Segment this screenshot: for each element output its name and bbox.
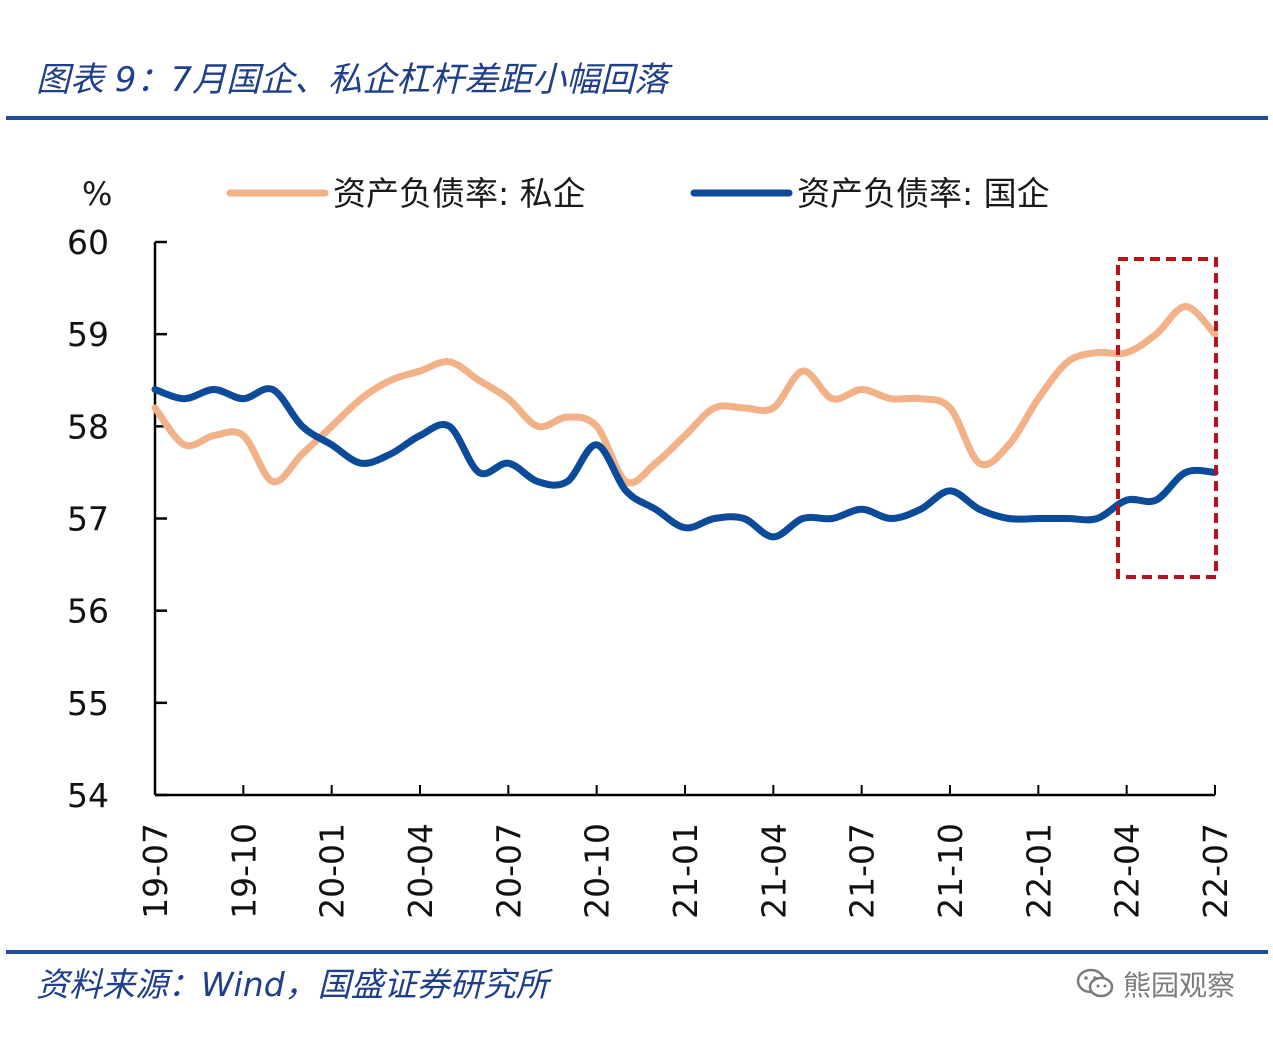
y-tick-label: 58 — [67, 407, 109, 446]
legend-label-private: 资产负债率: 私企 — [333, 174, 586, 213]
source-rule — [6, 950, 1268, 954]
y-tick-label: 56 — [67, 592, 109, 631]
title-rule — [6, 116, 1268, 120]
line-chart: 资产负债率: 私企 资产负债率: 国企 % 54 55 56 57 58 59 60 19-0… — [67, 174, 1235, 919]
legend-label-state: 资产负债率: 国企 — [797, 174, 1050, 213]
y-tick-label: 54 — [67, 776, 109, 815]
watermark: 熊园观察 — [1075, 964, 1235, 1004]
series-line-private — [151, 303, 1219, 487]
watermark-text: 熊园观察 — [1122, 969, 1235, 1002]
legend[interactable]: 资产负债率: 私企 资产负债率: 国企 — [226, 174, 1050, 213]
x-tick-label: 22-01 — [1019, 823, 1058, 919]
x-tick-label: 20-01 — [313, 823, 352, 919]
x-tick-label: 21-01 — [666, 823, 705, 919]
x-tick-label: 22-07 — [1196, 823, 1235, 919]
chart-title: 图表 9：7月国企、私企杠杆差距小幅回落 — [36, 60, 669, 100]
y-tick-label: 59 — [67, 315, 109, 354]
y-tick-label: 57 — [67, 500, 109, 539]
x-tick-label: 21-07 — [843, 823, 882, 919]
x-tick-label: 20-07 — [489, 823, 528, 919]
x-tick-label: 20-04 — [401, 823, 440, 919]
x-tick-label: 19-10 — [224, 823, 263, 919]
highlight-box — [1116, 257, 1218, 579]
x-tick-label: 22-04 — [1108, 823, 1147, 919]
source-note: 资料来源：Wind，国盛证券研究所 — [36, 965, 549, 1004]
series-layer — [151, 303, 1219, 541]
y-tick-label: 55 — [67, 684, 109, 723]
wechat-icon — [1076, 968, 1114, 998]
axes: 54 55 56 57 58 59 60 19-07 19-10 20-01 20-04 20-07 2… — [67, 223, 1235, 919]
series-line-state — [151, 385, 1219, 541]
y-axis-unit: % — [82, 175, 112, 213]
x-tick-label: 21-04 — [754, 823, 793, 919]
y-tick-label: 60 — [67, 223, 109, 262]
x-tick-label: 20-10 — [578, 823, 617, 919]
x-tick-label: 19-07 — [136, 823, 175, 919]
x-tick-label: 21-10 — [931, 823, 970, 919]
